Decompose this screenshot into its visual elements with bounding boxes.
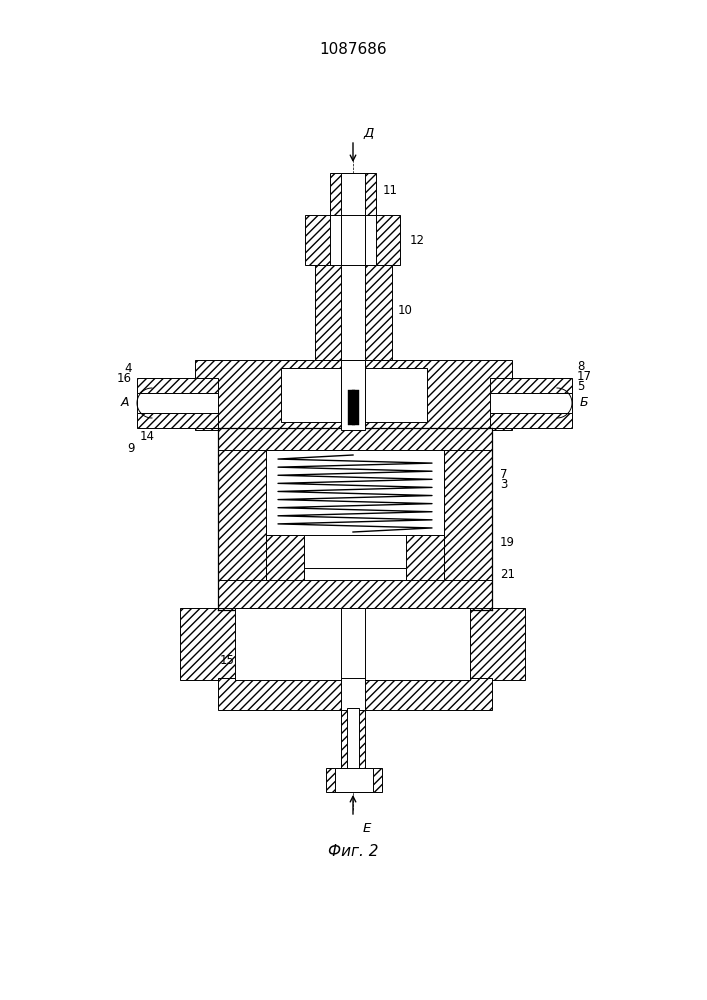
Text: 7: 7 [500,468,508,482]
Bar [490,413,572,428]
Text: 9: 9 [127,442,134,454]
Bar [341,608,365,680]
Text: 12: 12 [410,233,425,246]
Bar [490,378,572,393]
Bar [444,428,492,610]
Bar [341,215,365,265]
Bar [235,608,470,680]
Text: Б: Б [580,396,589,410]
Bar [335,768,373,792]
Bar [348,390,355,425]
Text: 5: 5 [577,379,585,392]
Bar [304,568,406,580]
Text: 21: 21 [500,568,515,582]
Bar [315,265,392,360]
Bar [347,708,359,770]
Text: 10: 10 [398,304,413,316]
Text: Е: Е [363,822,371,835]
Bar [137,393,218,413]
Bar [341,678,365,710]
Bar [341,708,365,770]
Text: 15: 15 [220,654,235,666]
Bar [305,215,400,265]
Bar [218,428,492,450]
Bar [490,393,572,413]
Bar [266,450,444,580]
Bar [281,368,427,422]
Bar [352,390,359,425]
Text: 19: 19 [500,536,515,550]
Bar [266,535,444,580]
Bar [341,265,365,360]
Text: Д: Д [363,126,373,139]
Text: 14: 14 [140,430,155,442]
Text: 1087686: 1087686 [319,42,387,57]
Bar [341,173,365,215]
Bar [137,413,218,428]
Bar [365,215,376,265]
Bar [266,535,304,580]
Bar [137,378,218,393]
Text: 18: 18 [518,388,533,401]
Bar [218,428,266,610]
Bar [341,360,365,430]
Bar [330,215,341,265]
Bar [218,678,492,710]
Text: 8: 8 [577,360,585,372]
Text: 4: 4 [124,361,132,374]
Bar [406,535,444,580]
Bar [326,768,382,792]
Text: 16: 16 [117,371,132,384]
Text: 3: 3 [500,479,508,491]
Text: Фиг. 2: Фиг. 2 [328,844,378,859]
Bar [218,580,492,610]
Text: 17: 17 [577,369,592,382]
Bar [195,360,512,430]
Text: 11: 11 [383,184,398,196]
Text: А: А [120,396,129,410]
Bar [330,173,376,215]
Bar [180,608,525,680]
